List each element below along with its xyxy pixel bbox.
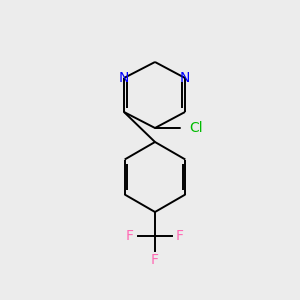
Text: F: F [176,229,184,243]
Text: Cl: Cl [189,121,202,135]
Text: F: F [151,253,159,267]
Text: N: N [180,71,190,85]
Text: F: F [126,229,134,243]
Text: N: N [119,71,129,85]
